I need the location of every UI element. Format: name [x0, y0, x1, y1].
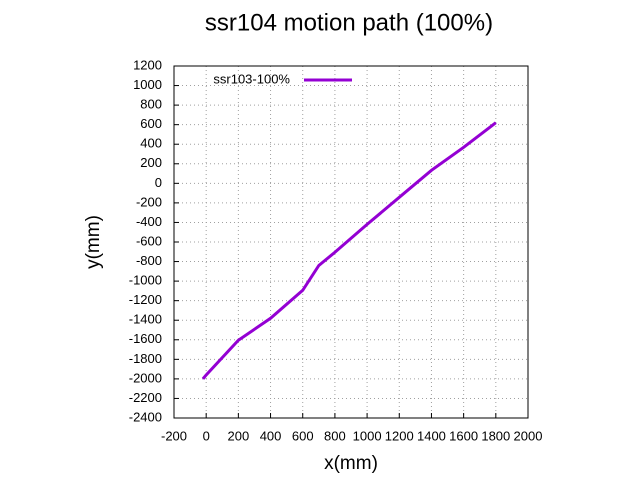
x-tick-label: 200	[228, 428, 250, 443]
x-tick-label: 1800	[481, 428, 510, 443]
y-tick-label: -2200	[129, 390, 162, 405]
y-tick-label: 600	[140, 116, 162, 131]
x-tick-label: 2000	[514, 428, 543, 443]
y-tick-label: 1200	[133, 57, 162, 72]
y-tick-label: -800	[136, 253, 162, 268]
x-tick-label: 1600	[449, 428, 478, 443]
x-tick-label: 1400	[417, 428, 446, 443]
y-tick-label: -2400	[129, 409, 162, 424]
y-tick-label: -1400	[129, 312, 162, 327]
chart-title: ssr104 motion path (100%)	[205, 9, 493, 36]
x-tick-label: -200	[161, 428, 187, 443]
y-tick-label: -200	[136, 194, 162, 209]
y-tick-label: -2000	[129, 370, 162, 385]
y-tick-label: 1000	[133, 77, 162, 92]
y-tick-label: 800	[140, 97, 162, 112]
x-axis-label: x(mm)	[324, 453, 378, 474]
y-axis-label: y(mm)	[83, 215, 104, 269]
y-tick-label: -1000	[129, 273, 162, 288]
x-tick-label: 0	[203, 428, 210, 443]
x-tick-label: 1200	[385, 428, 414, 443]
y-tick-label: 400	[140, 136, 162, 151]
data-line	[201, 121, 497, 380]
y-tick-label: -1800	[129, 351, 162, 366]
y-tick-label: -600	[136, 233, 162, 248]
x-tick-label: 600	[292, 428, 314, 443]
plot-frame	[173, 65, 529, 419]
y-tick-label: 200	[140, 155, 162, 170]
y-tick-label: 0	[155, 175, 162, 190]
legend-label: ssr103-100%	[213, 71, 290, 86]
x-tick-label: 800	[324, 428, 346, 443]
x-tick-label: 1000	[353, 428, 382, 443]
y-tick-label: -1200	[129, 292, 162, 307]
y-tick-label: -1600	[129, 331, 162, 346]
y-tick-label: -400	[136, 214, 162, 229]
x-tick-label: 400	[260, 428, 282, 443]
